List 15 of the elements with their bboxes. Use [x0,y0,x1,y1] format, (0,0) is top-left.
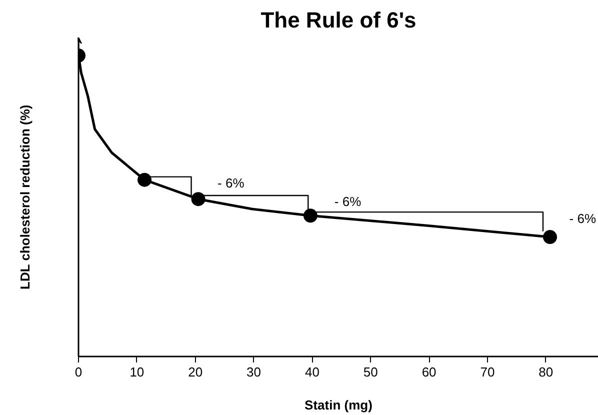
x-tick-label: 70 [480,364,495,380]
chart-title: The Rule of 6's [260,8,416,32]
x-tick-label: 40 [304,364,320,380]
x-tick-label: 0 [74,364,82,380]
x-tick-label: 60 [422,364,436,380]
annotation: - 6% [569,211,596,226]
x-tick-label: 50 [363,364,378,380]
x-tick-label: 30 [246,364,262,380]
x-tick-label: 80 [538,364,554,380]
x-axis-title: Statin (mg) [304,398,372,412]
y-axis-title: LDL cholesterol reduction (%) [18,104,32,290]
annotation: - 6% [334,194,362,210]
x-tick-label: 20 [188,364,203,380]
x-tick-label: 10 [130,364,144,380]
annotation: - 6% [218,176,245,191]
